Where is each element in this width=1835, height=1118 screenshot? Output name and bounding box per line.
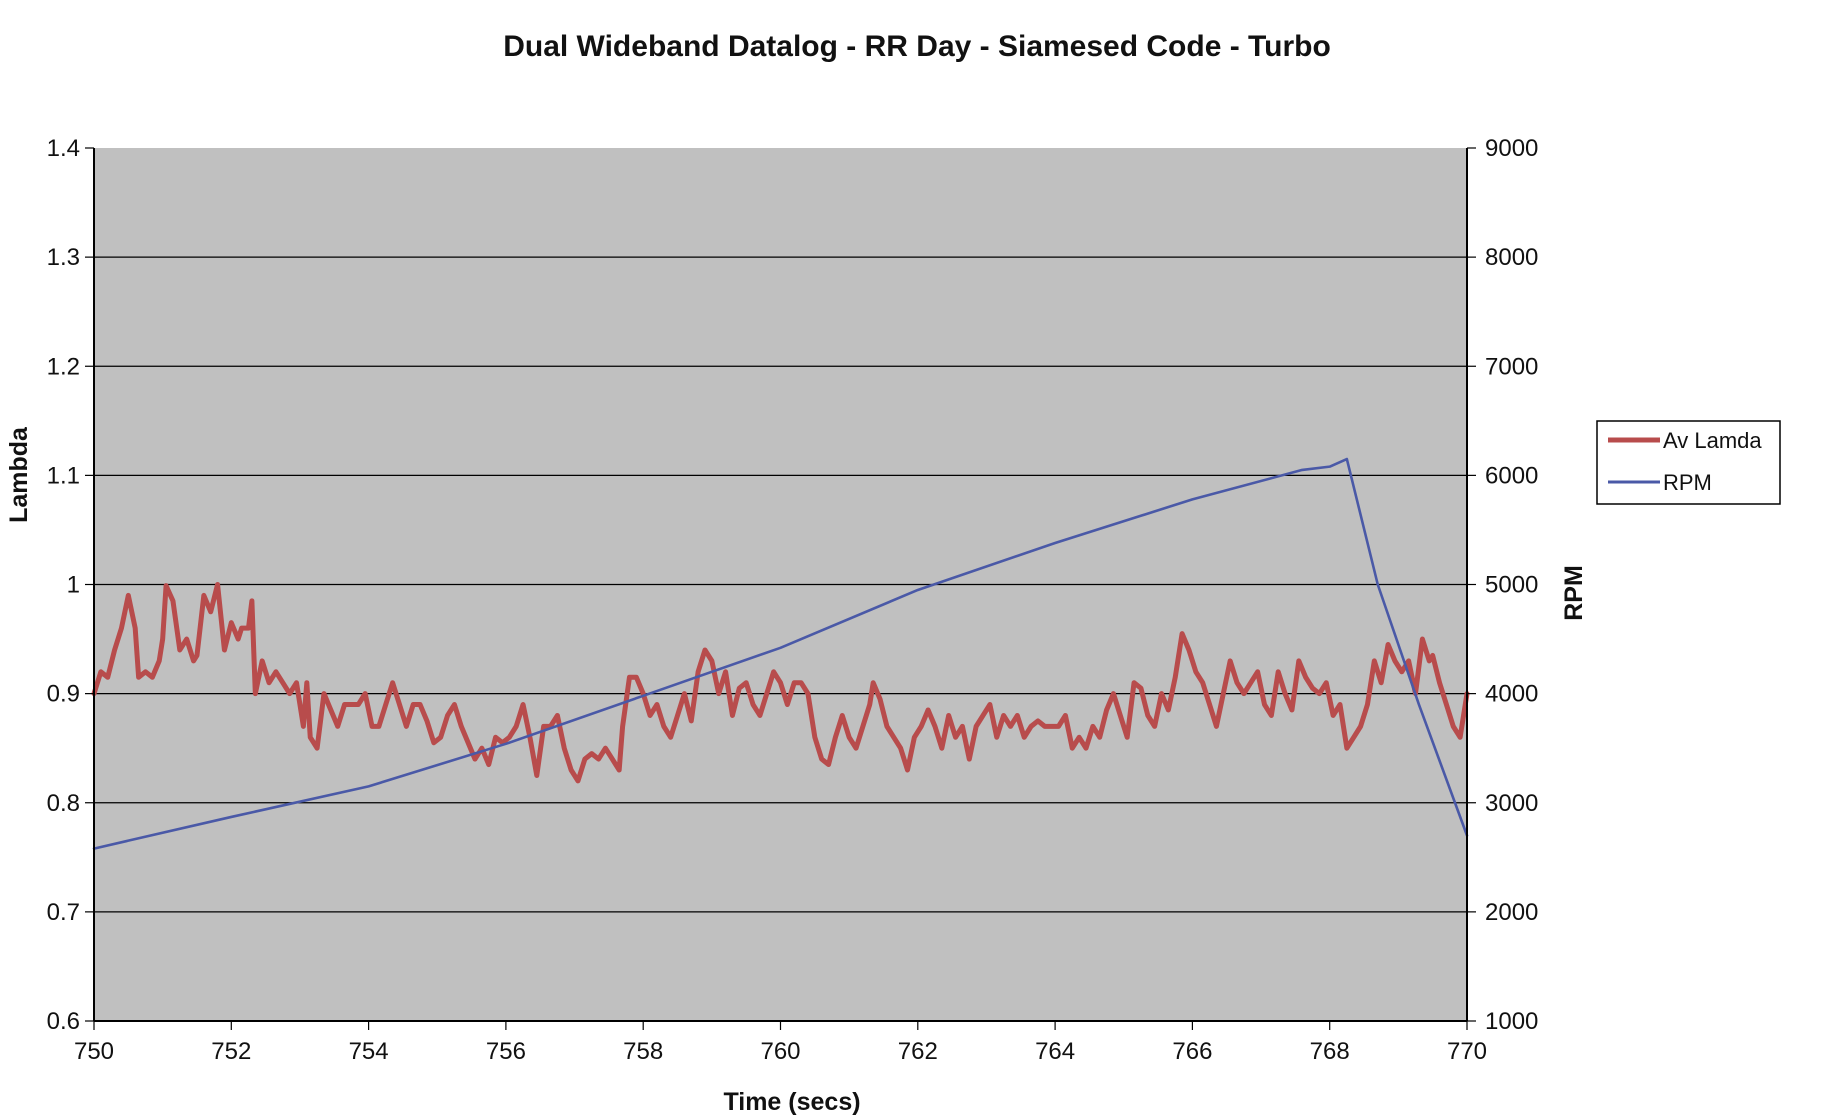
x-tick-label: 760: [760, 1038, 800, 1065]
x-tick-label: 756: [486, 1038, 526, 1065]
x-tick-label: 770: [1447, 1038, 1487, 1065]
y-left-tick-label: 1: [67, 572, 80, 599]
chart-title: Dual Wideband Datalog - RR Day - Siamese…: [503, 30, 1331, 63]
y-right-tick-label: 2000: [1485, 899, 1538, 926]
legend-label-av-lamda: Av Lamda: [1663, 428, 1762, 453]
legend: Av Lamda RPM: [1596, 420, 1781, 505]
x-axis-title: Time (secs): [723, 1088, 860, 1116]
x-tick-label: 758: [623, 1038, 663, 1065]
y-right-tick-label: 3000: [1485, 790, 1538, 817]
x-tick-label: 762: [898, 1038, 938, 1065]
plot-area: 0.6 0.7 0.8 0.9 1 1.1 1.2 1.3 1.4 1000 2000 3000 400…: [47, 135, 1539, 1065]
y-left-tick-label: 0.8: [47, 790, 80, 817]
y-right-tick-label: 4000: [1485, 681, 1538, 708]
y-right-axis-title: RPM: [1560, 565, 1588, 621]
y-left-tick-label: 0.6: [47, 1008, 80, 1035]
y-right-tick-label: 5000: [1485, 572, 1538, 599]
y-left-tick-label: 1.4: [47, 135, 80, 162]
gridlines: [94, 256, 1467, 913]
y-right-tick-label: 6000: [1485, 462, 1538, 489]
x-tick-label: 750: [74, 1038, 114, 1065]
axes: [85, 147, 1476, 1030]
series-group: [91, 457, 1470, 850]
y-left-axis-title: Lambda: [5, 426, 33, 523]
x-tick-label: 764: [1035, 1038, 1075, 1065]
x-tick-label: 752: [211, 1038, 251, 1065]
y-left-tick-label: 1.1: [47, 462, 80, 489]
y-left-tick-label: 1.3: [47, 244, 80, 271]
series-line-av-lamda: [91, 582, 1470, 784]
series-line-rpm: [92, 457, 1469, 850]
legend-label-rpm: RPM: [1663, 470, 1712, 495]
y-left-tick-label: 1.2: [47, 353, 80, 380]
y-right-tick-label: 1000: [1485, 1008, 1538, 1035]
x-tick-label: 766: [1172, 1038, 1212, 1065]
y-left-tick-label: 0.9: [47, 681, 80, 708]
x-tick-label: 768: [1310, 1038, 1350, 1065]
y-left-tick-label: 0.7: [47, 899, 80, 926]
x-tick-label: 754: [349, 1038, 389, 1065]
tick-labels: 0.6 0.7 0.8 0.9 1 1.1 1.2 1.3 1.4 1000 2000 3000 400…: [47, 135, 1539, 1065]
y-right-tick-label: 7000: [1485, 353, 1538, 380]
y-right-tick-label: 8000: [1485, 244, 1538, 271]
y-right-tick-label: 9000: [1485, 135, 1538, 162]
legend-box: [1596, 420, 1781, 505]
